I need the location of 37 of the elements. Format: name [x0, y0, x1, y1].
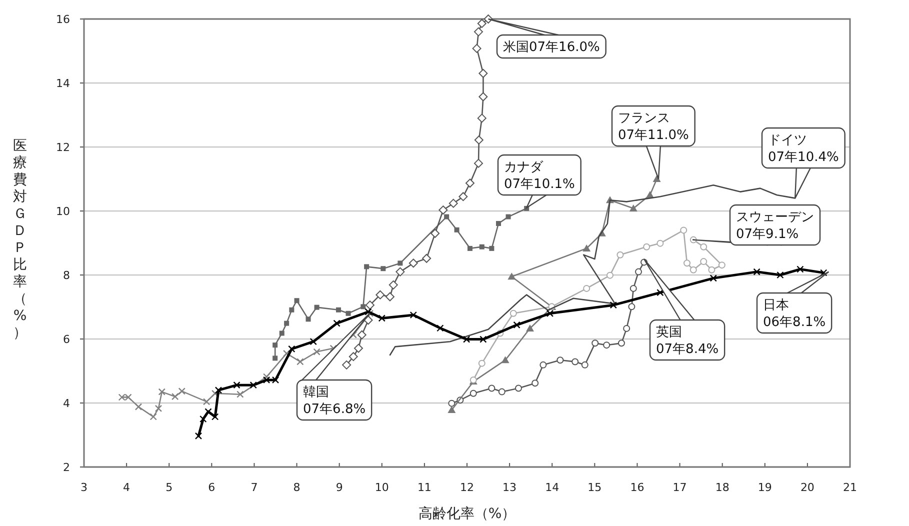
annotation: フランス 07年11.0%	[618, 111, 689, 143]
x-tick-label: 21	[843, 481, 857, 494]
x-tick-label: 9	[336, 481, 343, 494]
x-axis-title: 高齢化率（%）	[418, 506, 516, 522]
x-tick-label: 19	[758, 481, 772, 494]
x-tick-label: 15	[588, 481, 602, 494]
x-tick-label: 20	[800, 481, 814, 494]
annotation: 韓国 07年6.8%	[303, 385, 366, 417]
x-tick-label: 6	[208, 481, 216, 494]
y-tick-label: 8	[63, 269, 70, 282]
x-tick-label: 3	[80, 481, 88, 494]
annotation: カナダ 07年10.1%	[504, 160, 575, 192]
y-tick-label: 14	[56, 77, 70, 90]
annotation: 米国07年16.0%	[503, 40, 600, 55]
x-tick-label: 16	[630, 481, 644, 494]
x-tick-label: 13	[502, 481, 517, 494]
y-tick-label: 10	[56, 205, 70, 218]
text: 医療費対ＧＤＰ比率（%）	[13, 138, 27, 341]
x-tick-label: 11	[417, 481, 432, 494]
annotation: 日本 06年8.1%	[763, 298, 826, 330]
x-tick-label: 5	[166, 481, 173, 494]
x-tick-label: 7	[250, 481, 258, 494]
x-tick-label: 4	[123, 481, 130, 494]
x-tick-label: 18	[715, 481, 730, 494]
x-tick-label: 14	[545, 481, 560, 494]
annotation: 英国 07年8.4%	[656, 325, 719, 357]
y-tick-label: 6	[63, 333, 70, 346]
x-tick-label: 10	[374, 481, 389, 494]
x-tick-label: 17	[672, 481, 687, 494]
y-tick-label: 16	[56, 13, 70, 26]
y-tick-label: 4	[63, 397, 70, 410]
y-tick-label: 2	[63, 461, 70, 474]
x-tick-label: 12	[460, 481, 474, 494]
x-tick-label: 8	[293, 481, 300, 494]
annotation: スウェーデン 07年9.1%	[736, 210, 814, 242]
annotation: ドイツ 07年10.4%	[768, 133, 839, 165]
y-tick-label: 12	[56, 141, 70, 154]
